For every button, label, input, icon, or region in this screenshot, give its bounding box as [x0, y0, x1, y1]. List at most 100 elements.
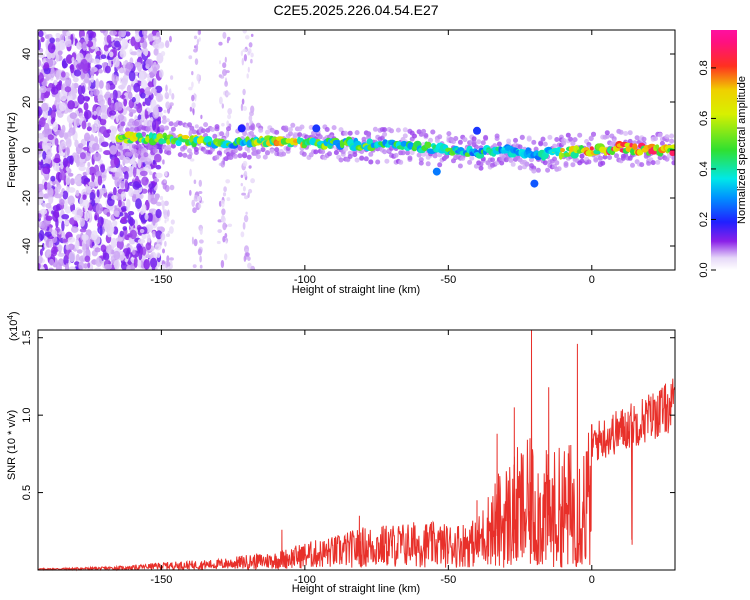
- spectrogram-cell: [301, 151, 307, 157]
- spectrogram-cell: [61, 124, 66, 134]
- spectrogram-cell: [152, 66, 158, 75]
- spectrogram-cell: [78, 143, 84, 149]
- spectrogram-cell: [114, 176, 121, 188]
- spectrogram-cell: [223, 156, 229, 162]
- spectrogram-cell: [368, 151, 374, 157]
- spectrogram-cell: [147, 192, 151, 203]
- spectrogram-cell: [159, 125, 165, 130]
- spectrogram-cell: [110, 237, 117, 248]
- spectrogram-cell: [50, 67, 55, 79]
- spectrogram-cell: [46, 73, 52, 80]
- spectrogram-cell: [552, 143, 557, 149]
- spectrogram-cell: [46, 249, 52, 258]
- spectrogram-cell: [508, 157, 514, 163]
- spectrogram-cell: [50, 175, 56, 182]
- spectrogram-cell: [255, 154, 261, 160]
- spectrogram-cell: [74, 139, 79, 148]
- spectrogram-cell: [103, 93, 111, 99]
- spectrogram-cell: [94, 247, 101, 253]
- spectrogram-cell: [324, 127, 330, 132]
- spectrogram-x-ticks: -150 -100 -50 0: [150, 30, 595, 286]
- spectrogram-cell: [57, 184, 62, 190]
- spectrogram-cell: [167, 209, 170, 217]
- spectrogram-cell: [100, 141, 109, 148]
- spectrogram-cell: [163, 200, 169, 206]
- spectrogram-cell: [57, 244, 63, 252]
- spectrogram-cell: [540, 136, 546, 142]
- spectrogram-cell: [74, 239, 80, 250]
- spectrogram-cell: [249, 125, 254, 131]
- spectrogram-cell: [170, 219, 175, 225]
- spectrogram-cell: [57, 50, 63, 56]
- spectrogram-cell: [72, 77, 79, 83]
- spectrogram-cell: [113, 156, 120, 166]
- spectrogram-cell: [250, 33, 254, 38]
- spectrogram-y-tick-label: -40: [21, 238, 33, 254]
- spectrogram-cell: [142, 101, 146, 107]
- spectrogram-cell: [552, 156, 557, 162]
- spectrogram-cell: [437, 134, 443, 140]
- spectrogram-cell: [243, 54, 247, 62]
- spectrogram-cell: [187, 148, 192, 154]
- spectrogram-cell: [147, 33, 154, 42]
- spectrogram-cell: [409, 150, 415, 156]
- spectrogram-cell: [107, 97, 112, 106]
- spectrogram-cell: [89, 191, 96, 201]
- spectrogram-cell: [157, 116, 161, 122]
- spectrogram-cell: [120, 167, 128, 173]
- spectrogram-cell: [190, 158, 195, 162]
- spectrogram-cell: [225, 130, 228, 139]
- snr-y-multiplier: (x104): [6, 311, 20, 341]
- spectrogram-cell: [39, 208, 48, 215]
- spectrogram-cell: [189, 125, 195, 131]
- spectrogram-cell: [199, 255, 202, 263]
- spectrogram-cell: [139, 170, 148, 177]
- spectrogram-cell: [129, 229, 137, 240]
- spectrogram-cell: [568, 136, 574, 142]
- spectrogram-cell: [227, 108, 233, 115]
- snr-y-multiplier-base: (x10: [8, 320, 20, 341]
- spectrogram-cell: [338, 127, 344, 133]
- spectrogram-cell: [243, 170, 248, 178]
- spectrogram-cell: [134, 121, 140, 127]
- snr-series-line: [38, 329, 676, 572]
- spectrogram-cell: [65, 175, 71, 186]
- spectrogram-cell: [155, 172, 163, 178]
- spectrogram-cell: [181, 135, 190, 140]
- spectrogram-cell: [561, 140, 567, 146]
- spectrogram-cell: [154, 243, 162, 251]
- spectrogram-cell: [96, 189, 100, 198]
- spectrogram-cell: [161, 200, 165, 207]
- spectrogram-cell: [109, 51, 114, 58]
- spectrogram-cell: [418, 157, 424, 163]
- spectrogram-cell: [39, 248, 43, 256]
- spectrogram-cell: [100, 164, 106, 173]
- spectrogram-cell: [260, 147, 266, 153]
- spectrogram-cell: [156, 252, 161, 258]
- spectrogram-cell: [196, 38, 199, 46]
- spectrogram-cell: [171, 93, 175, 100]
- colorbar-tick-label: 0.2: [698, 212, 710, 227]
- spectrogram-cell: [144, 164, 152, 173]
- spectrogram-cell: [221, 199, 225, 208]
- spectrogram-x-tick-label: -150: [150, 274, 172, 286]
- spectrogram-cell: [50, 86, 59, 95]
- spectrogram-cell: [118, 127, 124, 133]
- spectrogram-cell: [83, 263, 88, 269]
- spectrogram-cell: [577, 132, 583, 138]
- spectrogram-cell: [366, 138, 373, 145]
- spectrogram-cell: [227, 114, 232, 120]
- spectrogram-cell: [38, 229, 45, 241]
- spectrogram-cell: [193, 147, 199, 152]
- spectrogram-cell: [40, 159, 44, 169]
- spectrogram-cell: [510, 161, 516, 167]
- spectrogram-cell: [66, 31, 71, 37]
- spectrogram-cell: [162, 263, 166, 270]
- spectrogram-cell: [63, 220, 70, 226]
- spectrogram-cell: [258, 127, 264, 133]
- spectrogram-cell: [123, 98, 128, 107]
- spectrogram-cell: [38, 89, 41, 99]
- spectrogram-cell: [153, 106, 159, 116]
- spectrogram-cell: [196, 73, 201, 82]
- spectrogram-cell: [115, 237, 123, 242]
